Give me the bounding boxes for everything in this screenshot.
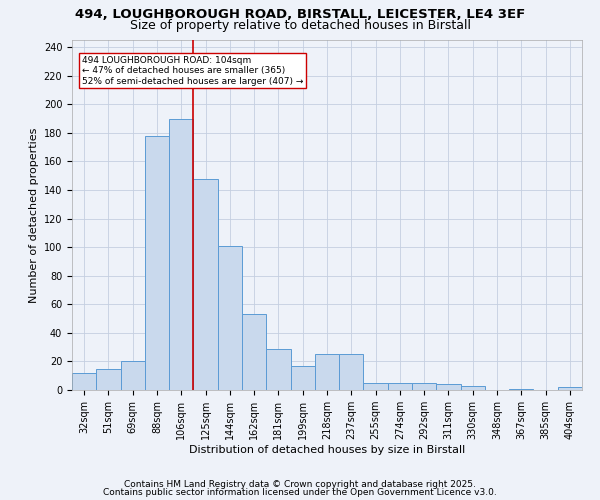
Bar [193,178,218,390]
Text: 494, LOUGHBOROUGH ROAD, BIRSTALL, LEICESTER, LE4 3EF: 494, LOUGHBOROUGH ROAD, BIRSTALL, LEICES… [75,8,525,20]
Bar [315,354,339,390]
Bar [558,387,582,390]
Bar [412,383,436,390]
Bar [96,368,121,390]
Bar [242,314,266,390]
Bar [509,388,533,390]
Bar [72,373,96,390]
Text: Size of property relative to detached houses in Birstall: Size of property relative to detached ho… [130,19,470,32]
Bar [169,118,193,390]
Text: 494 LOUGHBOROUGH ROAD: 104sqm
← 47% of detached houses are smaller (365)
52% of : 494 LOUGHBOROUGH ROAD: 104sqm ← 47% of d… [82,56,304,86]
Bar [290,366,315,390]
Y-axis label: Number of detached properties: Number of detached properties [29,128,40,302]
Bar [339,354,364,390]
Bar [145,136,169,390]
Bar [218,246,242,390]
Bar [266,348,290,390]
Text: Contains HM Land Registry data © Crown copyright and database right 2025.: Contains HM Land Registry data © Crown c… [124,480,476,489]
X-axis label: Distribution of detached houses by size in Birstall: Distribution of detached houses by size … [189,445,465,455]
Bar [436,384,461,390]
Bar [364,383,388,390]
Bar [121,362,145,390]
Bar [461,386,485,390]
Bar [388,383,412,390]
Text: Contains public sector information licensed under the Open Government Licence v3: Contains public sector information licen… [103,488,497,497]
